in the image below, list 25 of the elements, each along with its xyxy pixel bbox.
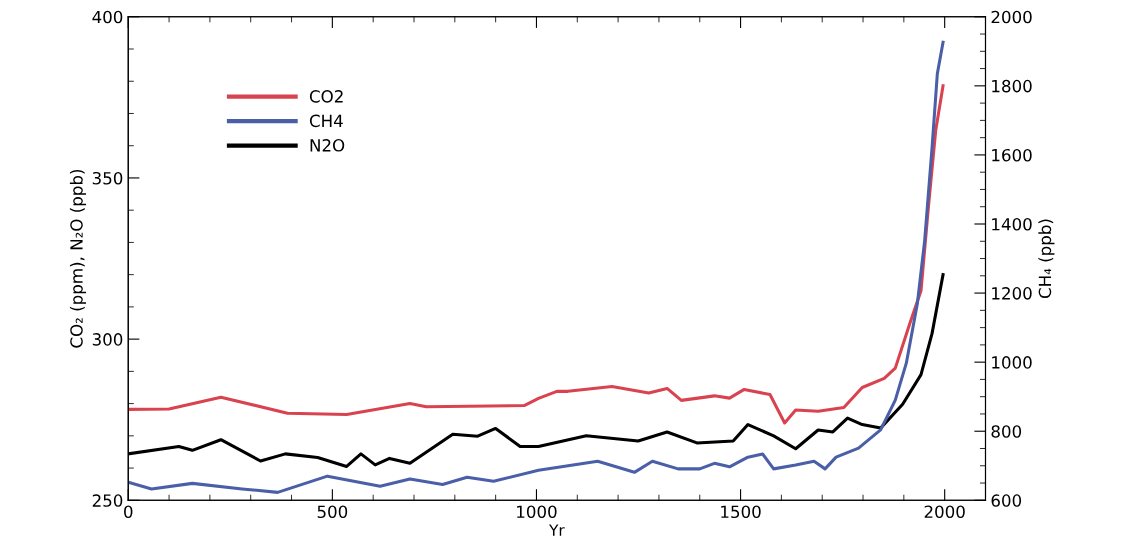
y-tick-label: 300 (92, 333, 123, 346)
y2-tick-label: 1800 (992, 79, 1032, 93)
y2-tick-label: 600 (991, 494, 1022, 507)
y2-tick-label: 2000 (991, 10, 1032, 24)
y2-tick-label: 1000 (992, 356, 1032, 369)
x-tick-label: 500 (317, 505, 348, 519)
legend-label: CO2 (309, 90, 343, 103)
y2-tick-label: 800 (991, 425, 1022, 438)
x-tick-label: 1500 (721, 505, 761, 519)
y-axis-title: CO₂ (ppm), N₂O (ppb) (69, 169, 87, 348)
x-tick-label: 0 (124, 505, 133, 519)
legend-label: CH4 (309, 114, 343, 128)
legend-label: N2O (310, 139, 345, 152)
y2-tick-label: 1400 (992, 217, 1032, 231)
x-axis-title: Yr (549, 524, 565, 536)
y-tick-label: 250 (92, 494, 123, 507)
line-series (128, 84, 945, 425)
line-series (128, 40, 945, 494)
x-tick-label: 2000 (924, 505, 965, 519)
x-tick-label: 1000 (517, 505, 557, 519)
y-tick-label: 400 (92, 10, 123, 24)
y2-tick-label: 1600 (992, 148, 1032, 162)
y-tick-label: 350 (92, 171, 123, 185)
y2-tick-label: 1200 (992, 287, 1032, 300)
y2-axis-title: CH₄ (ppb) (1038, 219, 1055, 299)
